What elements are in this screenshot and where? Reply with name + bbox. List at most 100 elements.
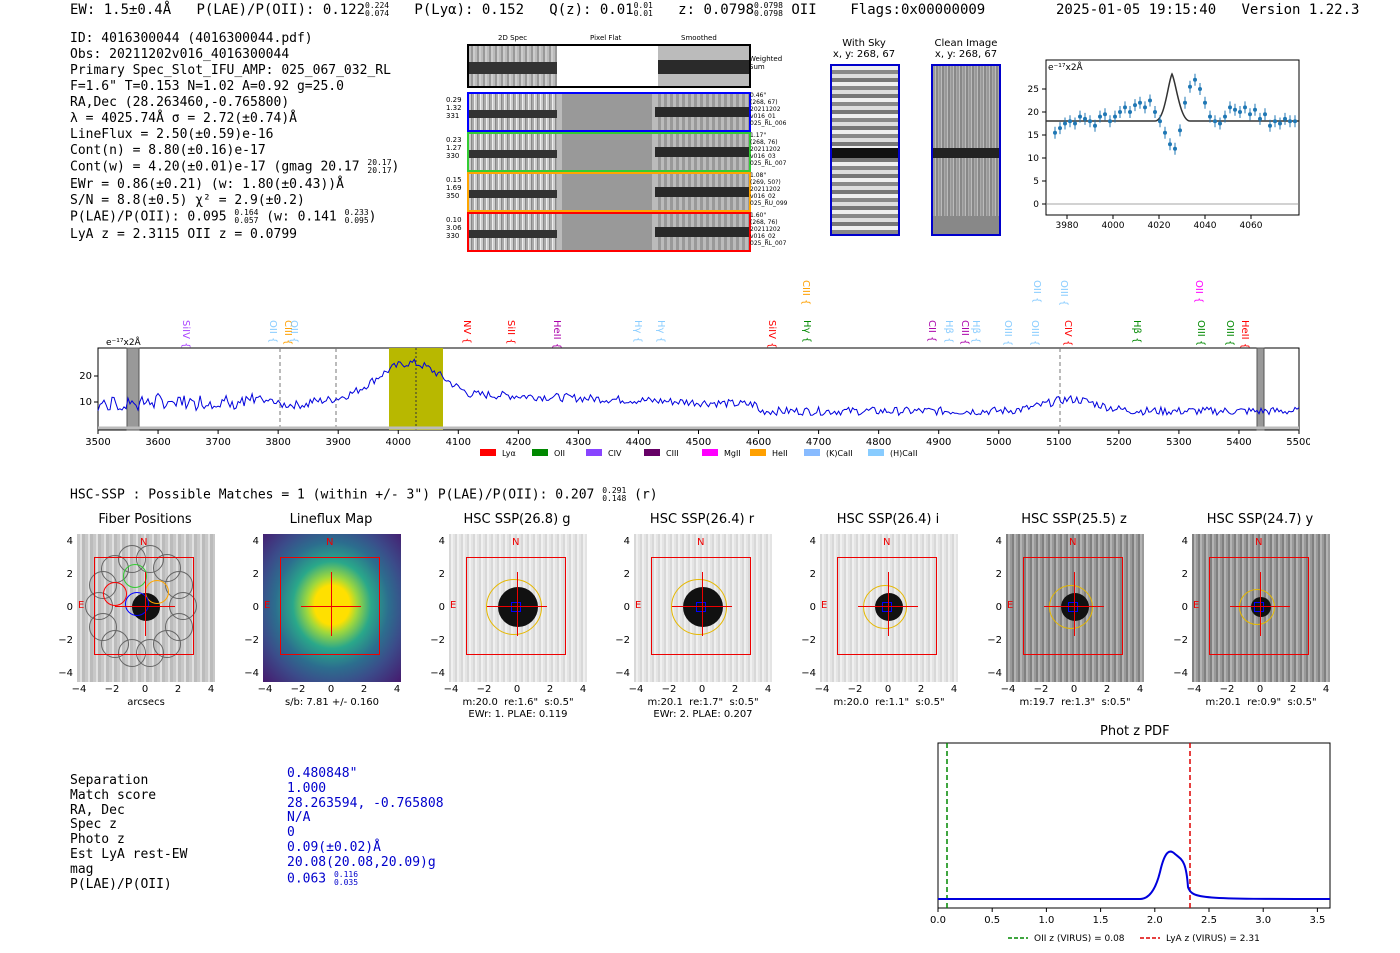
- spectrum-x-tick-label: 5000: [986, 437, 1011, 448]
- hsc-y-tick-label: −2: [615, 635, 630, 646]
- spectrum-legend: Lyα OII CIV CIII MgII HeII (K)CaII (H)CaII: [480, 449, 917, 458]
- cutout-left-value: 0.23: [446, 136, 462, 144]
- hsc-center-box: [696, 602, 706, 612]
- cutout-right-label: 1.17" (268, 76) 20211202 v016_03 025_RL_007: [750, 132, 790, 167]
- col-2d-label: 2D Spec: [498, 34, 528, 42]
- hsc-crosshair-h: [301, 606, 361, 607]
- hsc-north-label: N: [883, 537, 891, 548]
- masked-region-left: [126, 347, 140, 431]
- full-spectrum-plot: e⁻¹⁷x2Å 10 20 3500 3600 3700 3800 3900 4000 410…: [79, 336, 1310, 458]
- hsc-crosshair-v: [888, 572, 889, 636]
- zoom-data-point: [1228, 105, 1232, 110]
- zoom-data-point: [1248, 112, 1252, 117]
- legend-label: MgII: [724, 449, 741, 458]
- cutout-row: [467, 92, 751, 132]
- hsc-y-tick-label: −2: [430, 635, 445, 646]
- header-version: Version 1.22.3: [1241, 2, 1360, 18]
- zoom-data-point: [1148, 98, 1152, 103]
- legend-swatch: [702, 449, 718, 456]
- cutout-smooth-trace: [655, 147, 749, 157]
- hsc-panel-title: HSC SSP(25.5) z: [1021, 512, 1127, 527]
- zoom-y-tick-label: 5: [1033, 177, 1039, 187]
- zoom-data-point: [1068, 119, 1072, 124]
- cutout-left-value: 1.27: [446, 144, 462, 152]
- hsc-y-tick-label: −4: [801, 668, 816, 679]
- info-contw: Cont(w) = 4.20(±0.01)e-17 (gmag 20.17 20…: [70, 158, 400, 175]
- zoom-x-tick-label: 4020: [1148, 221, 1171, 231]
- hsc-east-label: E: [450, 600, 457, 611]
- hsc-center-box: [1254, 602, 1264, 612]
- zoom-data-point: [1113, 114, 1117, 119]
- hsc-crosshair-h: [1044, 606, 1104, 607]
- hsc-y-tick-label: 2: [252, 569, 259, 580]
- zoom-y-tick-label: 25: [1028, 85, 1039, 95]
- hsc-panel-image: [634, 534, 772, 682]
- zoom-y-tick-label: 15: [1028, 131, 1039, 141]
- hsc-panel-subtitle-2: EWr: 1. PLAE: 0.119: [468, 709, 568, 720]
- clean-image-title: Clean Image x, y: 268, 67: [934, 38, 998, 60]
- match-key: Separation: [70, 773, 149, 788]
- cutout-flat: [562, 174, 652, 210]
- zoom-data-point: [1073, 121, 1077, 126]
- cutout-left-label: 0.23 1.27 330: [446, 136, 466, 160]
- weighted-sum-label: Weighted Sum: [749, 55, 783, 71]
- cutout-left-value: 1.32: [446, 104, 462, 112]
- cutout-flat: [562, 214, 652, 250]
- zoom-x-tick-label: 4000: [1102, 221, 1125, 231]
- legend-label: (K)CaII: [826, 449, 853, 458]
- zoom-x-tick-label: 3980: [1056, 221, 1079, 231]
- cutout-left-value: 350: [446, 192, 460, 200]
- hsc-x-tick-label: −4: [1186, 684, 1202, 695]
- cutout-right-value: 0.46": [750, 92, 767, 99]
- hsc-title: HSC-SSP : Possible Matches = 1 (within +…: [70, 486, 658, 503]
- zoom-x-tick-label: 4040: [1194, 221, 1217, 231]
- info-id: ID: 4016300044 (4016300044.pdf): [70, 31, 313, 46]
- hsc-y-tick-label: −2: [801, 635, 816, 646]
- hsc-panel-subtitle: m:19.7 re:1.3" s:0.5": [1019, 697, 1131, 708]
- hsc-panel-image: [263, 534, 401, 682]
- cutout-right-value: v016_01: [750, 113, 776, 120]
- cutout-left-value: 330: [446, 152, 460, 160]
- hsc-panel-title: Fiber Positions: [98, 512, 192, 527]
- spectrum-frame: [97, 347, 1300, 431]
- photz-frame: [937, 742, 1331, 909]
- spectrum-x-tick-label: 5300: [1166, 437, 1191, 448]
- hsc-y-tick-label: 4: [809, 536, 816, 547]
- hsc-y-tick-label: 4: [623, 536, 630, 547]
- hsc-y-tick-label: 4: [995, 536, 1002, 547]
- clean-image: [931, 64, 1001, 236]
- zoom-y-ticks: 0 5 10 15 20 25: [1028, 85, 1046, 210]
- legend-swatch: [868, 449, 884, 456]
- zoom-data-point: [1188, 84, 1192, 89]
- hsc-search-box: [837, 557, 937, 655]
- hsc-x-tick-label: −2: [661, 684, 677, 695]
- hsc-panel-subtitle: m:20.0 re:1.6" s:0.5": [462, 697, 574, 708]
- zoom-data-point: [1128, 110, 1132, 114]
- photz-pdf-curve: [938, 850, 1331, 900]
- legend-swatch: [480, 449, 496, 456]
- info-lineflux: LineFlux = 2.50(±0.59)e-16: [70, 127, 274, 142]
- zoom-data-point: [1203, 100, 1207, 105]
- hsc-x-tick-label: −4: [814, 684, 830, 695]
- photz-x-tick-label: 3.0: [1255, 915, 1271, 926]
- hsc-search-box: [94, 557, 194, 655]
- hsc-panel-title: HSC SSP(26.4) i: [836, 512, 940, 527]
- hsc-y-tick-label: −4: [1173, 668, 1188, 679]
- hsc-y-tick-label: −2: [1173, 635, 1188, 646]
- legend-label: (H)CaII: [890, 449, 917, 458]
- hsc-x-tick-label: −4: [1000, 684, 1016, 695]
- info-lambda: λ = 4025.74Å σ = 2.72(±0.74)Å: [70, 111, 297, 126]
- hsc-east-label: E: [635, 600, 642, 611]
- zoom-data-point: [1158, 119, 1162, 124]
- info-contn: Cont(n) = 8.80(±0.16)e-17: [70, 143, 266, 158]
- hsc-aperture-circle: [486, 579, 542, 635]
- header-z: z: 0.0798: [678, 2, 755, 18]
- hsc-x-tick-label: 0: [327, 684, 335, 695]
- photz-x-tick-label: 0.0: [930, 915, 946, 926]
- zoom-data-point: [1218, 121, 1222, 126]
- zoom-y-tick-label: 0: [1033, 200, 1039, 210]
- spectrum-x-tick-label: 5500: [1286, 437, 1310, 448]
- hsc-aperture-circle: [1049, 585, 1093, 629]
- photz-x-tick-label: 3.5: [1309, 915, 1325, 926]
- legend-lya-label: LyA z (VIRUS) = 2.31: [1166, 934, 1260, 944]
